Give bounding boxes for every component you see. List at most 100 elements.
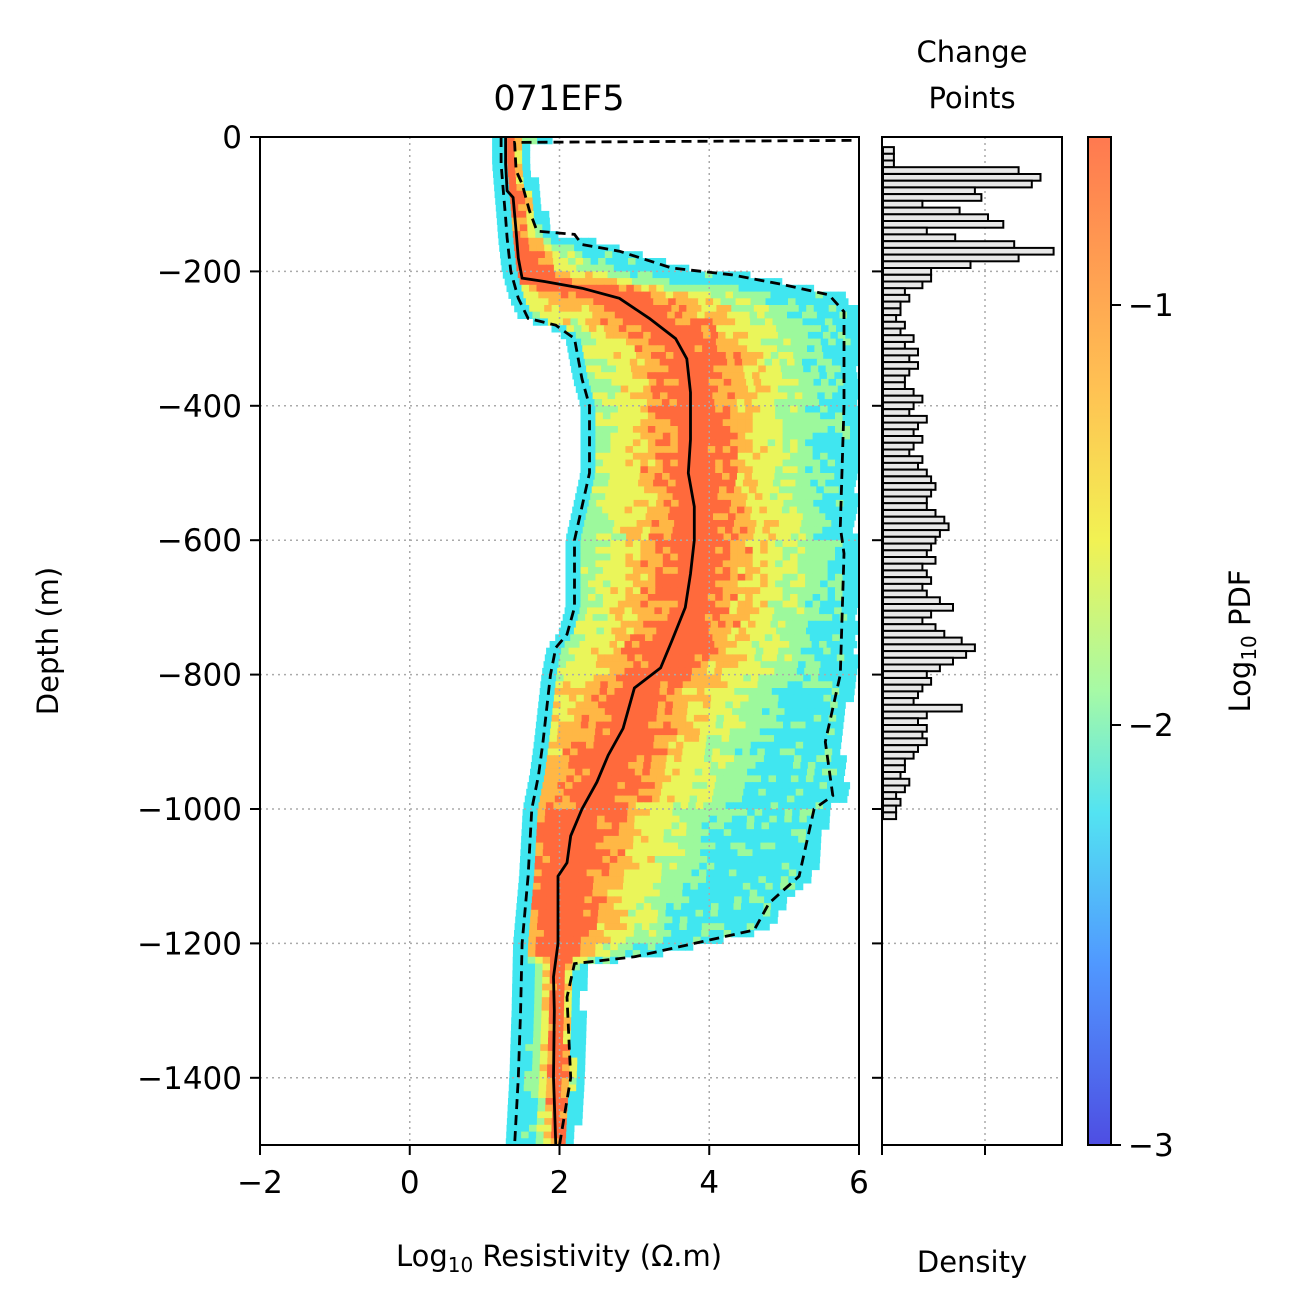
change-point-bar	[882, 549, 928, 558]
y-tick-label: −600	[157, 523, 242, 559]
change-point-bar	[882, 677, 933, 686]
change-point-bar	[882, 811, 898, 821]
change-point-bar	[882, 522, 950, 532]
change-point-bar	[882, 260, 972, 269]
change-point-bar	[882, 428, 915, 437]
main-x-label: Log10 Resistivity (Ω.m)	[396, 1239, 722, 1277]
change-point-bar	[882, 482, 937, 491]
change-points-ticks	[872, 270, 986, 1155]
change-point-bar	[882, 643, 976, 653]
change-point-bar	[882, 441, 915, 451]
change-point-bar	[882, 697, 915, 706]
change-point-bar	[882, 529, 941, 538]
change-point-bar	[882, 717, 919, 726]
main-panel: −2 0 2 4 6 0−200−400−600−800−1000−1200−1400 …	[31, 79, 869, 1277]
change-point-bar	[882, 724, 928, 733]
change-point-bar	[882, 596, 941, 605]
change-point-bar	[882, 421, 919, 431]
colorbar-tick-label: −3	[1128, 1128, 1174, 1164]
change-point-bar	[882, 804, 898, 814]
change-point-bar	[882, 636, 963, 646]
change-point-bar	[882, 576, 933, 585]
change-point-bar	[882, 771, 902, 780]
change-point-bar	[882, 267, 933, 276]
change-point-bar	[882, 280, 924, 290]
change-point-bar	[882, 750, 915, 760]
change-point-bar	[882, 287, 906, 296]
colorbar-frame	[1087, 136, 1112, 1146]
change-point-bar	[882, 582, 924, 592]
y-tick-label: −800	[157, 658, 242, 694]
change-point-bar	[882, 152, 895, 162]
y-tick-label: −1000	[137, 792, 242, 828]
y-tick-label: 0	[222, 120, 242, 156]
change-point-bar	[882, 455, 924, 464]
change-point-bar	[882, 401, 915, 411]
change-point-bar	[882, 757, 906, 767]
x-tick-label: 0	[400, 1165, 420, 1201]
change-point-bar	[882, 159, 895, 169]
change-point-bar	[882, 663, 941, 673]
change-point-bar	[882, 327, 902, 337]
colorbar-gradient	[1088, 137, 1111, 1145]
lower-percentile-line	[499, 137, 591, 1145]
y-tick-label: −200	[157, 254, 242, 290]
change-point-bar	[882, 468, 928, 478]
change-point-bar	[882, 703, 963, 713]
change-points-title-line-1: Change	[916, 35, 1027, 69]
x-tick-label: −2	[237, 1165, 283, 1201]
change-point-bar	[882, 394, 924, 404]
change-points-panel: Change Points Density	[872, 35, 1063, 1279]
main-y-label: Depth (m)	[31, 567, 65, 715]
x-tick-label: 4	[699, 1165, 719, 1201]
change-point-bar	[882, 744, 919, 753]
main-y-ticks: 0 −200 −400 −600 −800 −1000 −1200 −1400	[137, 120, 260, 1097]
change-point-bar	[882, 569, 928, 579]
change-point-bar	[882, 777, 911, 787]
change-points-title-line-2: Points	[928, 81, 1015, 115]
change-points-x-label: Density	[917, 1245, 1027, 1279]
change-point-bar	[882, 381, 906, 390]
change-point-bar	[882, 562, 924, 572]
change-point-bar	[882, 461, 919, 471]
change-point-bar	[882, 240, 1016, 249]
change-point-bar	[882, 314, 898, 323]
change-point-bar	[882, 408, 911, 417]
change-point-bar	[882, 542, 933, 552]
change-point-bar	[882, 253, 1020, 263]
pdf-heatmap	[492, 137, 859, 1145]
change-point-bar	[882, 293, 911, 303]
main-x-ticks: −2 0 2 4 6	[237, 1145, 869, 1201]
change-point-bar	[882, 764, 906, 773]
change-point-bar	[882, 623, 937, 632]
change-point-bar	[882, 488, 933, 498]
colorbar-tick-label: −1	[1128, 288, 1174, 324]
change-point-bar	[882, 246, 1055, 256]
change-points-histogram	[882, 146, 1055, 821]
colorbar-label: Log10 PDF	[1223, 570, 1261, 713]
change-point-bar	[882, 374, 906, 384]
x-tick-label: 2	[550, 1165, 570, 1201]
percentile-lines	[499, 137, 852, 1145]
change-point-bar	[882, 193, 983, 202]
change-point-bar	[882, 367, 911, 377]
change-point-bar	[882, 388, 915, 397]
change-point-bar	[882, 307, 902, 317]
main-grid	[260, 137, 859, 1145]
colorbar: −1 −2 −3 Log10 PDF	[1087, 136, 1261, 1164]
change-point-bar	[882, 341, 906, 350]
colorbar-ticks: −1 −2 −3	[1111, 288, 1174, 1164]
change-point-bar	[882, 515, 946, 525]
change-point-bar	[882, 220, 1005, 229]
change-point-bar	[882, 556, 937, 565]
upper-percentile-line	[513, 139, 852, 1145]
y-tick-label: −400	[157, 389, 242, 425]
change-point-bar	[882, 226, 928, 236]
change-points-frame	[881, 136, 1063, 1146]
change-point-bar	[882, 206, 961, 216]
change-point-bar	[882, 173, 1042, 182]
change-point-bar	[882, 435, 924, 444]
change-point-bar	[882, 233, 957, 243]
change-point-bar	[882, 670, 928, 679]
